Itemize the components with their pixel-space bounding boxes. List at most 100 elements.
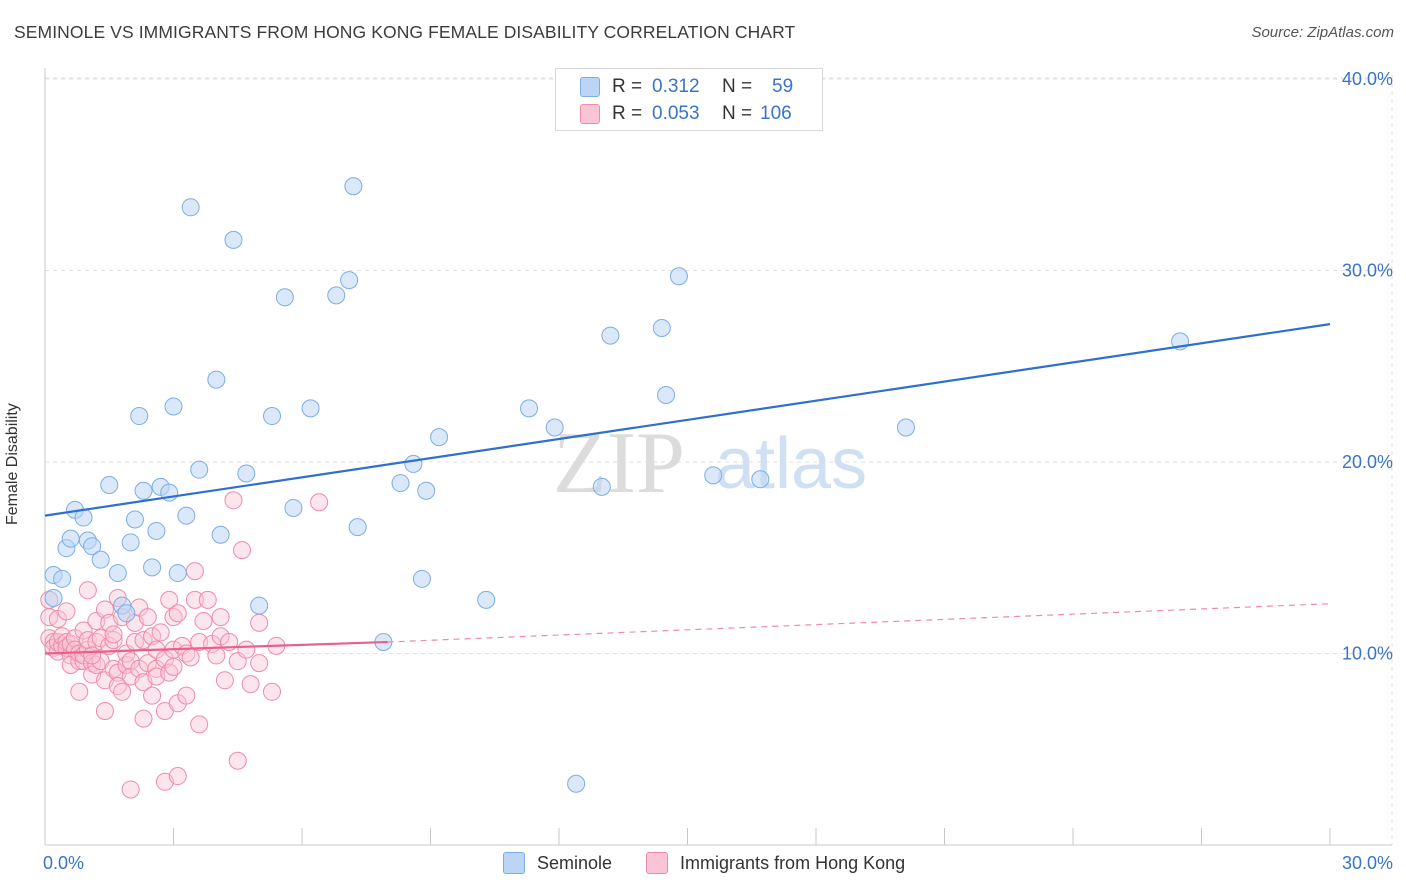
- legend-r-label: R =: [612, 103, 643, 124]
- legend-n-value-seminole: 59: [772, 76, 794, 97]
- seminole-point: [44, 588, 63, 607]
- seminole-point: [430, 428, 449, 447]
- seminole-point: [348, 518, 367, 537]
- hong-kong-point: [185, 590, 204, 609]
- series-legend: Seminole Immigrants from Hong Kong: [503, 852, 939, 874]
- y-tick-label: 40.0%: [1342, 69, 1393, 89]
- seminole-point: [181, 198, 200, 217]
- hong-kong-point: [190, 715, 209, 734]
- hong-kong-point: [194, 611, 213, 630]
- seminole-point: [177, 506, 196, 525]
- seminole-point: [83, 537, 102, 556]
- hong-kong-point: [228, 751, 247, 770]
- hong-kong-point: [263, 682, 282, 701]
- seminole-point: [117, 604, 136, 623]
- trend-lines: [44, 323, 1331, 655]
- tick-labels: 10.0% 20.0% 30.0% 40.0% 0.0% 30.0%: [43, 69, 1393, 873]
- hong-kong-point: [215, 671, 234, 690]
- hong-kong-point: [224, 491, 243, 510]
- seminole-point: [211, 525, 230, 544]
- seminole-point: [751, 470, 770, 489]
- hong-kong-trend-extension: [387, 603, 1331, 643]
- gridlines: [45, 75, 1393, 845]
- axes: [44, 68, 1392, 846]
- seminole-point: [168, 564, 187, 583]
- seminole-point: [669, 267, 688, 286]
- seminole-point: [130, 407, 149, 426]
- seminole-point: [250, 596, 269, 615]
- chart-title: SEMINOLE VS IMMIGRANTS FROM HONG KONG FE…: [14, 22, 796, 42]
- seminole-point: [53, 569, 72, 588]
- correlation-legend: R = 0.312 N = 59 R = 0.053 N = 106: [555, 68, 823, 131]
- seminole-point: [592, 477, 611, 496]
- seminole-point: [340, 271, 359, 290]
- seminole-point: [477, 590, 496, 609]
- hong-kong-point: [168, 604, 187, 623]
- hong-kong-point: [83, 646, 102, 665]
- seminole-point: [601, 326, 620, 345]
- hong-kong-point: [57, 602, 76, 621]
- hong-kong-point: [104, 631, 123, 650]
- hong-kong-point: [181, 648, 200, 667]
- hong-kong-point: [138, 608, 157, 627]
- hong-kong-point: [198, 590, 217, 609]
- hong-kong-point: [104, 625, 123, 644]
- legend-swatch-seminole: [580, 77, 600, 97]
- series-legend-hong-kong[interactable]: Immigrants from Hong Kong: [646, 852, 905, 874]
- seminole-point: [275, 288, 294, 307]
- hong-kong-point: [95, 600, 114, 619]
- hong-kong-point: [160, 590, 179, 609]
- hong-kong-point: [121, 780, 140, 799]
- seminole-point: [164, 397, 183, 416]
- seminole-point: [404, 454, 423, 473]
- series-label-seminole: Seminole: [537, 852, 613, 873]
- seminole-point: [100, 475, 119, 494]
- legend-row-seminole: R = 0.312 N = 59: [580, 75, 793, 99]
- legend-r-value-seminole: 0.312: [652, 76, 700, 97]
- seminole-point: [391, 474, 410, 493]
- hong-kong-point: [134, 709, 153, 728]
- seminole-point: [207, 370, 226, 389]
- hong-kong-point: [207, 646, 226, 665]
- hong-kong-point: [134, 631, 153, 650]
- y-axis-label: Female Disability: [4, 403, 21, 525]
- series-label-hong-kong: Immigrants from Hong Kong: [680, 852, 906, 873]
- seminole-point: [545, 418, 564, 437]
- series-legend-seminole[interactable]: Seminole: [503, 852, 612, 874]
- seminole-point: [344, 177, 363, 196]
- seminole-point: [224, 230, 243, 249]
- seminole-point: [147, 521, 166, 540]
- seminole-point: [134, 481, 153, 500]
- hong-kong-point: [168, 767, 187, 786]
- points: [40, 177, 1190, 799]
- legend-row-hong-kong: R = 0.053 N = 106: [580, 102, 792, 126]
- seminole-point: [284, 498, 303, 517]
- seminole-point: [301, 399, 320, 418]
- series-swatch-seminole: [503, 852, 525, 874]
- seminole-point: [61, 529, 80, 548]
- watermark-atlas: atlas: [715, 424, 867, 504]
- hong-kong-trend-line: [44, 640, 388, 655]
- hong-kong-point: [113, 682, 132, 701]
- seminole-point: [652, 318, 671, 337]
- x-tick-label-max: 30.0%: [1342, 853, 1393, 873]
- seminole-point: [327, 286, 346, 305]
- seminole-point: [417, 481, 436, 500]
- hong-kong-point: [241, 675, 260, 694]
- legend-n-label: N =: [722, 103, 753, 124]
- hong-kong-point: [70, 682, 89, 701]
- seminole-trend-line: [44, 323, 1331, 517]
- seminole-point: [91, 550, 110, 569]
- legend-r-value-hong-kong: 0.053: [652, 103, 700, 124]
- hong-kong-point: [211, 608, 230, 627]
- legend-swatch-hong-kong: [580, 104, 600, 124]
- y-tick-label: 30.0%: [1342, 261, 1393, 281]
- seminole-point: [190, 460, 209, 479]
- seminole-point: [657, 385, 676, 404]
- seminole-point: [108, 564, 127, 583]
- hong-kong-point: [250, 613, 269, 632]
- y-tick-label: 10.0%: [1342, 644, 1393, 664]
- hong-kong-point: [164, 657, 183, 676]
- source-label: Source: ZipAtlas.com: [1251, 24, 1394, 41]
- hong-kong-point: [233, 541, 252, 560]
